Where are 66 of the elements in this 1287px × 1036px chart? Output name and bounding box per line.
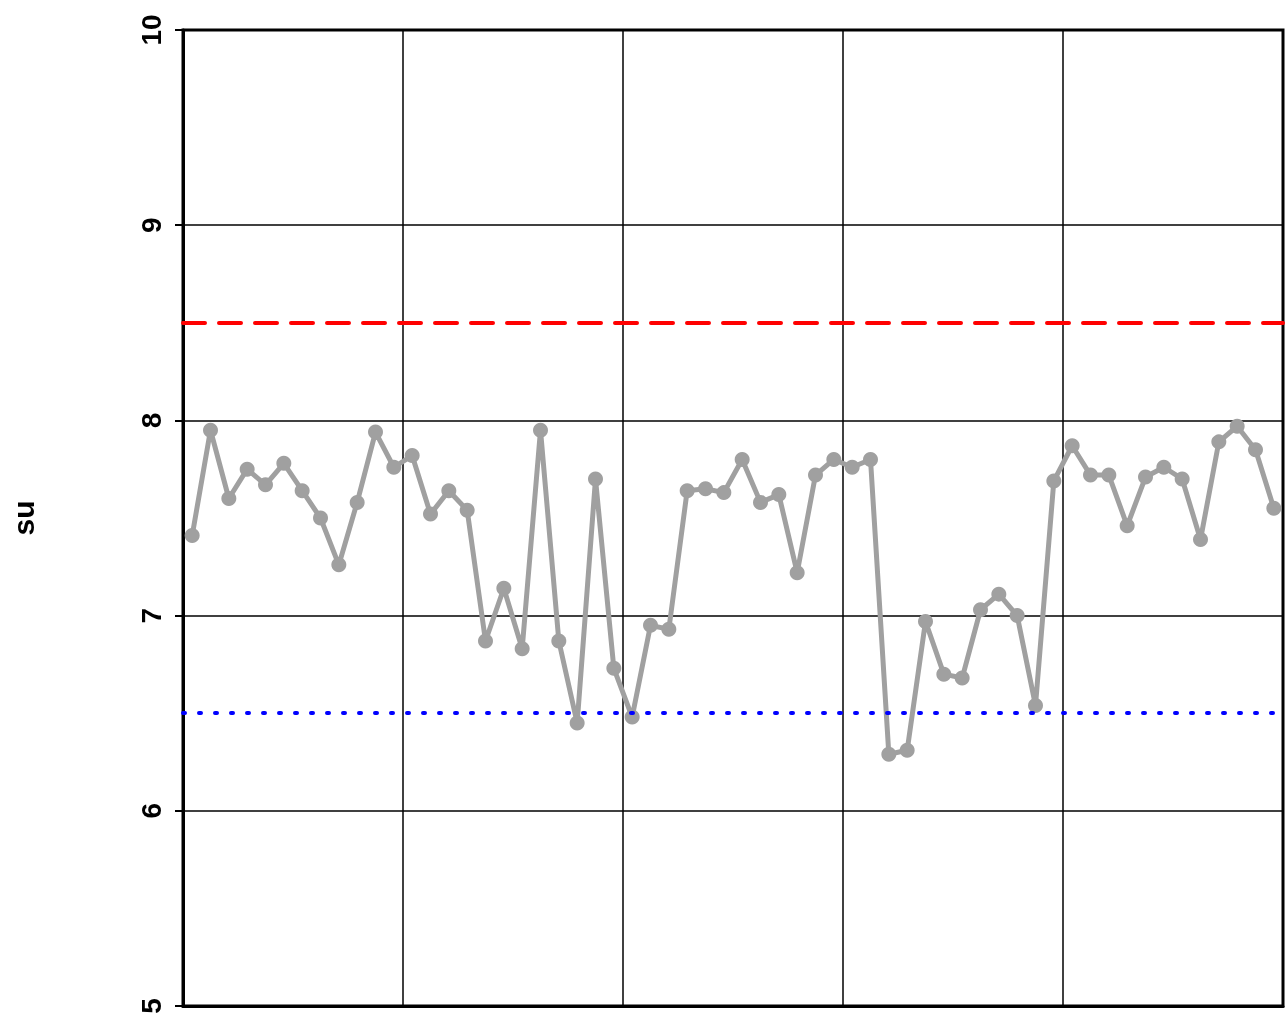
y-tick-label: 6 xyxy=(135,803,167,819)
point xyxy=(349,494,365,510)
point xyxy=(533,422,548,438)
point xyxy=(844,459,860,475)
point xyxy=(1101,467,1117,483)
point xyxy=(514,641,530,657)
point xyxy=(569,715,585,731)
point xyxy=(734,451,750,467)
point xyxy=(1028,697,1043,713)
point xyxy=(1248,442,1263,458)
y-tick-label: 8 xyxy=(135,412,167,429)
point xyxy=(203,422,218,438)
point xyxy=(716,485,732,501)
y-tick-label: 10 xyxy=(135,14,167,46)
point xyxy=(258,477,273,493)
point xyxy=(991,586,1007,602)
point xyxy=(1064,438,1080,454)
point xyxy=(441,483,457,499)
point xyxy=(661,621,677,637)
y-tick-label: 9 xyxy=(135,217,167,233)
point xyxy=(496,580,512,596)
point xyxy=(1046,473,1062,489)
point xyxy=(808,467,823,483)
point xyxy=(276,455,292,471)
point xyxy=(404,448,420,464)
point xyxy=(551,633,567,649)
point xyxy=(1156,459,1172,475)
point xyxy=(331,557,347,573)
point xyxy=(1009,608,1025,624)
point xyxy=(606,660,622,676)
point xyxy=(368,424,383,440)
point xyxy=(1174,471,1190,487)
point xyxy=(899,742,915,758)
y-tick-label: 7 xyxy=(135,607,167,624)
point xyxy=(423,506,438,522)
point xyxy=(643,617,658,633)
point xyxy=(588,471,603,487)
point xyxy=(936,666,952,682)
point xyxy=(1193,531,1208,547)
point xyxy=(789,565,805,581)
point xyxy=(1229,418,1245,434)
point xyxy=(771,487,787,503)
point xyxy=(1119,518,1135,534)
point xyxy=(239,461,255,477)
point xyxy=(826,451,842,467)
point xyxy=(386,459,402,475)
point xyxy=(753,494,768,510)
point xyxy=(954,670,970,686)
point xyxy=(863,451,878,467)
point xyxy=(221,490,237,506)
point xyxy=(294,483,310,499)
point xyxy=(918,613,933,629)
point xyxy=(1138,469,1153,485)
point xyxy=(679,483,695,499)
point xyxy=(1211,434,1227,450)
point xyxy=(973,602,988,618)
point xyxy=(478,633,493,649)
point xyxy=(313,510,328,526)
point xyxy=(459,502,475,518)
point xyxy=(1083,467,1098,483)
y-axis-title: su xyxy=(6,500,40,536)
point xyxy=(698,481,713,497)
y-tick-label: 5 xyxy=(135,998,167,1014)
point xyxy=(881,746,897,762)
point xyxy=(1266,500,1282,516)
point xyxy=(184,528,200,544)
